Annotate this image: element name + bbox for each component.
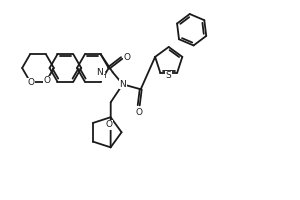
Text: O: O — [44, 76, 50, 85]
Text: N: N — [96, 68, 103, 77]
Text: O: O — [123, 52, 130, 62]
Text: H: H — [100, 71, 106, 80]
Text: N: N — [119, 80, 126, 89]
Text: S: S — [166, 71, 172, 80]
Text: O: O — [106, 120, 112, 129]
Text: O: O — [28, 78, 34, 87]
Text: O: O — [135, 108, 142, 117]
